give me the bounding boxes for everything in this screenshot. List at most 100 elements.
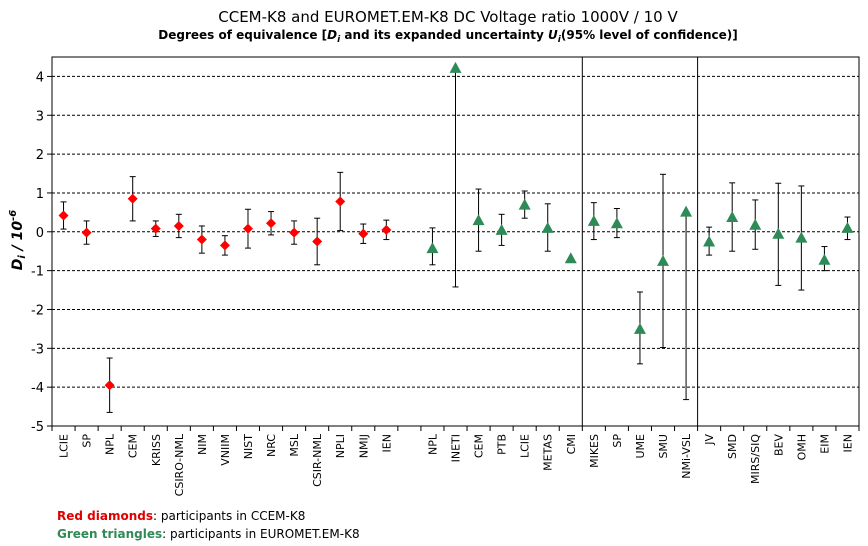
ylabel-exponent: -6 xyxy=(8,210,19,221)
y-tick-label: 1 xyxy=(36,187,44,202)
green-triangle-marker xyxy=(587,214,600,226)
red-diamond-marker xyxy=(58,210,69,221)
red-diamond-marker xyxy=(173,220,184,231)
y-axis-label: Di / 10-6 xyxy=(8,210,28,271)
category-label: EIM xyxy=(818,434,831,454)
category-label: INETI xyxy=(450,434,463,462)
red-diamond-marker xyxy=(358,228,369,239)
green-triangle-marker xyxy=(541,221,554,233)
green-triangle-marker xyxy=(795,231,808,243)
category-label: SMD xyxy=(726,434,739,459)
category-label: NIST xyxy=(242,434,255,459)
red-diamond-marker xyxy=(219,240,230,251)
green-triangle-marker xyxy=(818,253,831,265)
category-label: JV xyxy=(703,434,716,446)
green-triangle-marker xyxy=(518,198,531,210)
green-triangle-marker xyxy=(610,217,623,229)
category-label: SMU xyxy=(657,434,670,459)
category-label: NRC xyxy=(265,434,278,457)
red-diamond-marker xyxy=(81,227,92,238)
category-label: KRISS xyxy=(150,434,163,466)
grid-lines xyxy=(47,75,859,427)
green-triangle-marker xyxy=(749,218,762,230)
y-tick-label: -1 xyxy=(31,265,44,280)
green-triangle-marker xyxy=(426,242,439,254)
y-tick-label: 4 xyxy=(36,70,44,85)
category-label: MIKES xyxy=(588,434,601,468)
category-label: OMH xyxy=(795,434,808,460)
green-triangle-marker xyxy=(841,221,854,233)
category-label: CMI xyxy=(565,434,578,454)
x-tick-marks xyxy=(51,426,860,431)
ylabel-d: D xyxy=(10,259,26,271)
green-triangle-marker xyxy=(772,227,785,239)
category-label: CEM xyxy=(127,434,140,458)
y-tick-label: -4 xyxy=(31,381,44,396)
category-label: NIM xyxy=(196,434,209,455)
red-diamond-marker xyxy=(196,234,207,245)
category-label: NPL xyxy=(426,433,439,455)
green-triangle-marker xyxy=(680,205,693,217)
green-triangle-marker xyxy=(703,235,716,247)
category-label: SP xyxy=(611,434,624,448)
category-label: UME xyxy=(634,434,647,459)
subtitle-d: D xyxy=(327,28,337,42)
green-triangle-marker xyxy=(726,211,739,223)
red-diamond-marker xyxy=(312,236,323,247)
chart-title: CCEM-K8 and EUROMET.EM-K8 DC Voltage rat… xyxy=(218,8,678,26)
green-triangle-marker xyxy=(564,252,577,264)
category-label: PTB xyxy=(496,434,509,455)
y-tick-label: -2 xyxy=(31,303,44,318)
category-label: LCIE xyxy=(519,434,532,458)
legend-green-text: : participants in EUROMET.EM-K8 xyxy=(162,527,360,541)
category-label: CSIRO-NML xyxy=(173,433,186,496)
separator-lines xyxy=(581,57,699,426)
y-tick-labels: 4 3 2 1 0 -1 -2 -3 -4 -5 xyxy=(31,70,44,435)
y-tick-label: -5 xyxy=(31,420,44,435)
legend-red: Red diamonds: participants in CCEM-K8 xyxy=(57,509,305,523)
category-label: BEV xyxy=(772,434,785,456)
red-diamond-marker xyxy=(127,193,138,204)
legend-red-label: Red diamonds xyxy=(57,509,153,523)
subtitle-post: (95% level of confidence)] xyxy=(561,28,738,42)
green-triangle-marker xyxy=(449,61,462,73)
subtitle-pre: Degrees of equivalence [ xyxy=(158,28,327,42)
ylabel-index: i xyxy=(17,255,28,259)
legend-green-label: Green triangles xyxy=(57,527,163,541)
legend-red-text: : participants in CCEM-K8 xyxy=(152,509,306,523)
markers xyxy=(58,61,854,391)
red-diamond-marker xyxy=(242,223,253,234)
subtitle-u-index: i xyxy=(558,35,562,45)
red-diamond-marker xyxy=(381,224,392,235)
green-triangle-marker xyxy=(472,214,485,226)
red-diamond-marker xyxy=(289,227,300,238)
category-label: NPL xyxy=(104,433,117,455)
category-label: LCIE xyxy=(58,434,71,458)
green-triangle-marker xyxy=(657,254,670,266)
category-label: CEM xyxy=(473,434,486,458)
plot-frame xyxy=(51,56,860,427)
category-label: IEN xyxy=(841,434,854,452)
category-label: MSL xyxy=(288,433,301,456)
category-label: CSIR-NML xyxy=(311,433,324,487)
red-diamond-marker xyxy=(266,218,277,229)
category-label: NPLI xyxy=(334,434,347,458)
red-diamond-marker xyxy=(104,380,115,391)
y-tick-label: 2 xyxy=(36,148,44,163)
y-tick-label: 3 xyxy=(36,109,44,124)
chart-subtitle: Degrees of equivalence [Di and its expan… xyxy=(158,28,737,45)
green-triangle-marker xyxy=(495,223,508,235)
error-bars xyxy=(60,67,851,413)
category-label: IEN xyxy=(380,434,393,452)
category-label: METAS xyxy=(542,434,555,471)
category-label: NMi-VSL xyxy=(680,433,693,479)
category-labels: LCIE SP NPL CEM KRISS CSIRO-NML NIM VNIIM NIST NR… xyxy=(58,433,855,496)
legend-green: Green triangles: participants in EUROMET… xyxy=(57,527,360,541)
red-diamond-marker xyxy=(150,223,161,234)
ylabel-unit: / 10 xyxy=(10,221,26,256)
red-diamond-marker xyxy=(335,196,346,207)
category-label: VNIIM xyxy=(219,434,232,466)
y-tick-label: 0 xyxy=(36,226,44,241)
y-tick-label: -3 xyxy=(31,342,44,357)
